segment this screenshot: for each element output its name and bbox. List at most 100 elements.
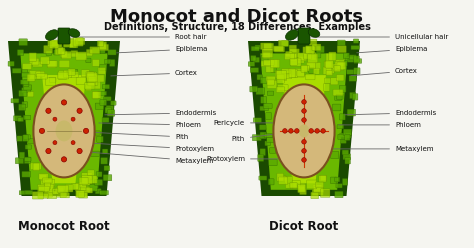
FancyBboxPatch shape: [263, 53, 270, 59]
FancyBboxPatch shape: [330, 78, 338, 85]
FancyBboxPatch shape: [58, 28, 70, 44]
FancyBboxPatch shape: [47, 61, 56, 68]
Ellipse shape: [273, 84, 335, 177]
FancyBboxPatch shape: [23, 80, 29, 87]
FancyBboxPatch shape: [311, 192, 319, 199]
FancyBboxPatch shape: [62, 51, 71, 59]
Polygon shape: [20, 53, 108, 190]
FancyBboxPatch shape: [269, 60, 278, 67]
FancyBboxPatch shape: [29, 58, 39, 65]
FancyBboxPatch shape: [303, 47, 310, 55]
FancyBboxPatch shape: [71, 51, 78, 57]
FancyBboxPatch shape: [290, 53, 298, 59]
FancyBboxPatch shape: [266, 63, 274, 72]
FancyBboxPatch shape: [44, 45, 53, 53]
Circle shape: [294, 129, 299, 133]
Polygon shape: [282, 75, 326, 183]
FancyBboxPatch shape: [89, 185, 97, 191]
Circle shape: [302, 118, 306, 122]
FancyBboxPatch shape: [92, 48, 100, 54]
FancyBboxPatch shape: [277, 173, 283, 181]
FancyBboxPatch shape: [30, 163, 41, 170]
FancyBboxPatch shape: [353, 56, 359, 62]
FancyBboxPatch shape: [109, 60, 115, 66]
FancyBboxPatch shape: [340, 139, 346, 143]
FancyBboxPatch shape: [298, 183, 305, 189]
FancyBboxPatch shape: [82, 173, 92, 180]
FancyBboxPatch shape: [300, 189, 306, 195]
FancyBboxPatch shape: [313, 185, 322, 192]
FancyBboxPatch shape: [46, 51, 52, 55]
FancyBboxPatch shape: [11, 99, 19, 103]
FancyBboxPatch shape: [19, 191, 25, 195]
FancyBboxPatch shape: [264, 43, 273, 50]
Circle shape: [83, 128, 89, 133]
FancyBboxPatch shape: [261, 43, 272, 50]
FancyBboxPatch shape: [103, 97, 111, 101]
FancyBboxPatch shape: [48, 40, 58, 47]
Text: Pith: Pith: [232, 131, 296, 142]
FancyBboxPatch shape: [330, 177, 337, 184]
FancyBboxPatch shape: [19, 39, 27, 46]
FancyBboxPatch shape: [46, 186, 53, 192]
FancyBboxPatch shape: [266, 113, 272, 120]
FancyBboxPatch shape: [22, 171, 31, 177]
FancyBboxPatch shape: [60, 193, 70, 198]
Polygon shape: [248, 41, 360, 196]
FancyBboxPatch shape: [307, 180, 317, 189]
FancyBboxPatch shape: [312, 44, 321, 51]
FancyBboxPatch shape: [284, 53, 295, 60]
Circle shape: [77, 108, 82, 113]
FancyBboxPatch shape: [42, 178, 52, 183]
FancyBboxPatch shape: [76, 77, 86, 85]
FancyBboxPatch shape: [279, 73, 286, 81]
Circle shape: [289, 129, 293, 133]
FancyBboxPatch shape: [102, 149, 108, 154]
FancyBboxPatch shape: [303, 54, 311, 59]
FancyBboxPatch shape: [291, 183, 297, 189]
FancyBboxPatch shape: [301, 65, 310, 71]
FancyBboxPatch shape: [38, 185, 47, 192]
FancyBboxPatch shape: [59, 60, 70, 68]
FancyBboxPatch shape: [105, 59, 110, 64]
FancyBboxPatch shape: [99, 42, 107, 50]
FancyBboxPatch shape: [94, 179, 102, 186]
FancyBboxPatch shape: [250, 86, 257, 92]
Text: Pericycle: Pericycle: [214, 120, 275, 126]
FancyBboxPatch shape: [23, 135, 28, 141]
Text: Pith: Pith: [67, 131, 188, 140]
FancyBboxPatch shape: [73, 37, 83, 46]
FancyBboxPatch shape: [334, 66, 341, 72]
FancyBboxPatch shape: [25, 145, 32, 149]
FancyBboxPatch shape: [308, 62, 316, 67]
FancyBboxPatch shape: [275, 70, 285, 78]
FancyBboxPatch shape: [316, 46, 324, 53]
Circle shape: [309, 129, 313, 133]
FancyBboxPatch shape: [54, 50, 60, 55]
FancyBboxPatch shape: [255, 45, 260, 49]
FancyBboxPatch shape: [282, 69, 291, 74]
FancyBboxPatch shape: [39, 174, 48, 179]
FancyBboxPatch shape: [20, 80, 29, 84]
FancyBboxPatch shape: [27, 74, 35, 81]
FancyBboxPatch shape: [347, 109, 356, 116]
FancyBboxPatch shape: [96, 172, 102, 177]
FancyBboxPatch shape: [58, 49, 66, 53]
Ellipse shape: [285, 30, 299, 40]
FancyBboxPatch shape: [97, 136, 103, 142]
FancyBboxPatch shape: [337, 62, 346, 69]
FancyBboxPatch shape: [278, 176, 286, 181]
FancyBboxPatch shape: [33, 61, 42, 67]
FancyBboxPatch shape: [25, 190, 33, 195]
FancyBboxPatch shape: [22, 72, 30, 77]
FancyBboxPatch shape: [57, 186, 67, 191]
FancyBboxPatch shape: [56, 191, 66, 197]
FancyBboxPatch shape: [76, 52, 87, 60]
FancyBboxPatch shape: [261, 97, 267, 103]
FancyBboxPatch shape: [91, 151, 100, 156]
FancyBboxPatch shape: [340, 133, 345, 137]
FancyBboxPatch shape: [75, 183, 86, 191]
FancyBboxPatch shape: [18, 104, 26, 110]
FancyBboxPatch shape: [335, 177, 340, 182]
FancyBboxPatch shape: [270, 148, 276, 153]
